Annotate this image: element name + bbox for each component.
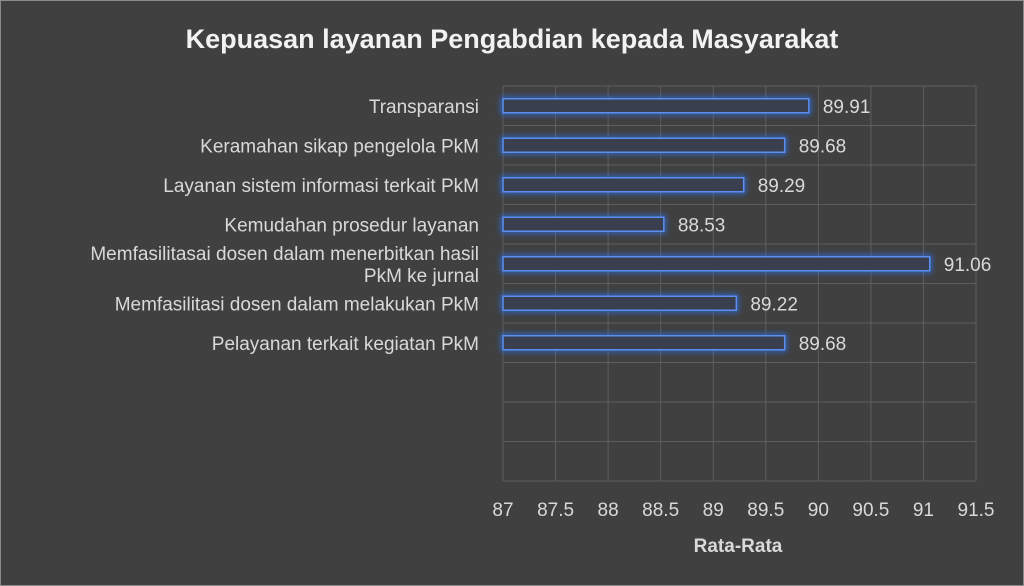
category-label: Memfasilitasi dosen dalam melakukan PkM xyxy=(115,294,479,315)
data-label: 91.06 xyxy=(944,255,992,276)
x-tick-label: 91.5 xyxy=(958,500,995,521)
category-label: Memfasilitasai dosen dalam menerbitkan h… xyxy=(90,244,479,265)
x-tick-label: 87.5 xyxy=(537,500,574,521)
x-tick-label: 88 xyxy=(598,500,619,521)
x-tick-label: 89.5 xyxy=(747,500,784,521)
bar xyxy=(502,295,738,311)
category-label: Transparansi xyxy=(369,97,479,118)
category-label: Pelayanan terkait kegiatan PkM xyxy=(212,334,479,355)
bar xyxy=(502,98,810,114)
data-label: 88.53 xyxy=(678,215,726,236)
data-label: 89.22 xyxy=(750,294,798,315)
data-label: 89.91 xyxy=(823,97,871,118)
chart-title: Kepuasan layanan Pengabdian kepada Masya… xyxy=(186,24,839,54)
bar xyxy=(502,177,745,193)
bar xyxy=(502,256,931,272)
x-tick-label: 90 xyxy=(808,500,829,521)
x-tick-label: 89 xyxy=(703,500,724,521)
category-label: PkM ke jurnal xyxy=(364,266,479,287)
data-label: 89.68 xyxy=(799,334,847,355)
bar xyxy=(502,137,786,153)
category-label: Kemudahan prosedur layanan xyxy=(224,215,479,236)
x-tick-label: 90.5 xyxy=(852,500,889,521)
x-axis-title: Rata-Rata xyxy=(694,536,783,557)
bars xyxy=(501,96,932,352)
x-tick-label: 91 xyxy=(913,500,934,521)
data-label: 89.29 xyxy=(758,176,806,197)
category-labels: Transparansi Keramahan sikap pengelola Pk… xyxy=(90,97,479,355)
category-label: Layanan sistem informasi terkait PkM xyxy=(163,176,479,197)
category-label: Keramahan sikap pengelola PkM xyxy=(200,136,479,157)
x-tick-labels: 87 87.5 88 88.5 89 89.5 90 90.5 91 91.5 xyxy=(492,500,994,521)
bar xyxy=(502,216,665,232)
bar xyxy=(502,335,786,351)
data-label: 89.68 xyxy=(799,136,847,157)
x-tick-label: 88.5 xyxy=(642,500,679,521)
x-tick-label: 87 xyxy=(492,500,513,521)
